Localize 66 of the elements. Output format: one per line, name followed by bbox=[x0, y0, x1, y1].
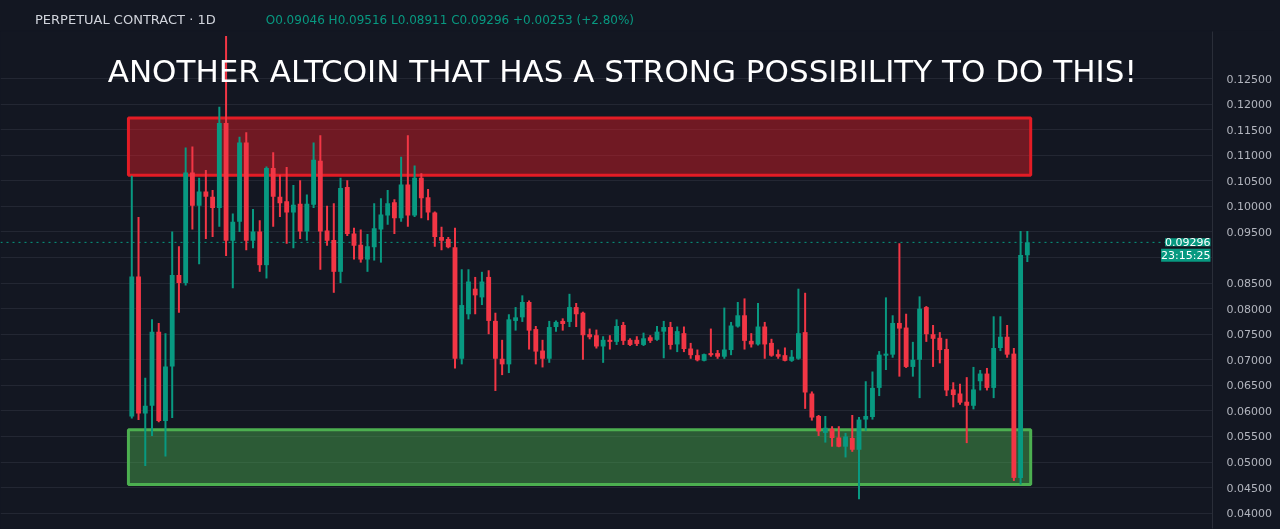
candlestick bbox=[284, 166, 290, 245]
y-tick-label: 0.08500 bbox=[1226, 277, 1272, 291]
candlestick bbox=[930, 324, 936, 368]
candlestick bbox=[391, 198, 397, 235]
ref-line-label: 0.09296 bbox=[1165, 236, 1211, 250]
y-tick-label: 0.11500 bbox=[1226, 123, 1272, 137]
y-tick-label: 0.07500 bbox=[1226, 328, 1272, 342]
candlestick bbox=[593, 328, 599, 350]
candlestick bbox=[385, 189, 391, 226]
candlestick bbox=[1024, 230, 1030, 264]
y-tick-label: 0.08000 bbox=[1226, 302, 1272, 316]
y-tick-label: 0.12500 bbox=[1226, 72, 1272, 86]
candlestick bbox=[977, 368, 983, 392]
y-tick-label: 0.05000 bbox=[1226, 456, 1272, 470]
annotation: 23:15:25 bbox=[1161, 248, 1211, 262]
y-tick-label: 0.06500 bbox=[1226, 379, 1272, 393]
y-tick-label: 0.05500 bbox=[1226, 430, 1272, 444]
candlestick bbox=[735, 300, 741, 329]
candlestick bbox=[513, 306, 519, 332]
candlestick bbox=[533, 325, 539, 366]
candlestick bbox=[567, 292, 572, 329]
candlestick bbox=[358, 228, 364, 264]
candlestick bbox=[708, 327, 714, 358]
candlestick bbox=[762, 320, 768, 360]
y-tick-label: 0.07000 bbox=[1226, 353, 1272, 367]
candlestick bbox=[142, 376, 148, 468]
candlestick bbox=[499, 338, 505, 377]
candlestick bbox=[910, 340, 916, 378]
y-tick-label: 0.09500 bbox=[1226, 225, 1272, 239]
candlestick bbox=[210, 189, 216, 239]
candlestick bbox=[863, 380, 869, 432]
candlestick bbox=[721, 306, 727, 360]
candlestick bbox=[661, 319, 667, 360]
candlestick bbox=[203, 169, 209, 241]
candlestick bbox=[439, 225, 444, 252]
candlestick bbox=[573, 302, 579, 329]
candlestick bbox=[668, 320, 673, 351]
y-tick-label: 0.10500 bbox=[1226, 174, 1272, 188]
candlestick bbox=[620, 320, 626, 346]
candlestick bbox=[971, 365, 976, 411]
candlestick bbox=[937, 331, 943, 365]
chart-title: PERPETUAL CONTRACT · 1D bbox=[35, 11, 216, 29]
candlestick bbox=[371, 202, 377, 262]
candlestick bbox=[997, 315, 1003, 353]
y-tick-label: 0.10000 bbox=[1226, 200, 1272, 214]
y-tick-label: 0.04500 bbox=[1226, 481, 1272, 495]
y-tick-label: 0.12000 bbox=[1226, 98, 1272, 112]
candlestick bbox=[540, 338, 545, 369]
candlestick bbox=[816, 413, 822, 437]
candlestick bbox=[418, 172, 424, 220]
candlestick bbox=[964, 376, 970, 445]
chart-subtitle: O0.09046 H0.09516 L0.08911 C0.09296 +0.00253 (+2.80%) bbox=[265, 12, 635, 29]
candlestick bbox=[472, 275, 478, 316]
candlestick bbox=[896, 242, 902, 378]
y-tick-label: 0.04000 bbox=[1226, 507, 1272, 521]
candlestick bbox=[849, 413, 855, 453]
y-tick-label: 0.06000 bbox=[1226, 404, 1272, 418]
candlestick bbox=[614, 318, 620, 346]
candlestick bbox=[600, 335, 606, 364]
candlestick bbox=[607, 334, 613, 351]
candlestick bbox=[843, 431, 848, 459]
candlestick bbox=[674, 325, 680, 354]
candlestick bbox=[822, 415, 828, 444]
candlestick bbox=[950, 381, 956, 409]
candlestick bbox=[519, 294, 525, 323]
y-tick-label: 0.11000 bbox=[1226, 149, 1272, 163]
